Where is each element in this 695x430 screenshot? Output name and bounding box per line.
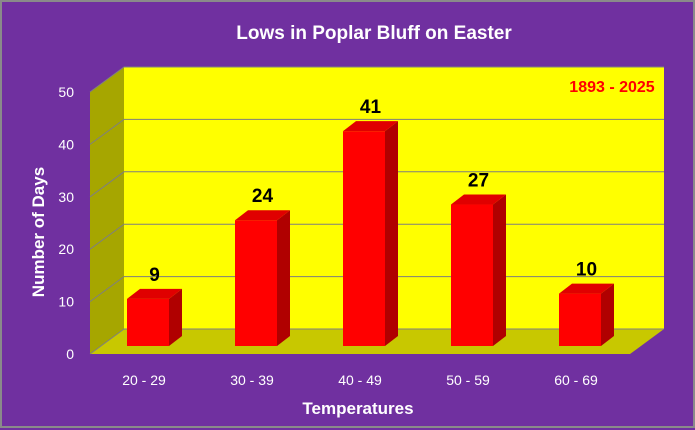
x-tick-label: 50 - 59 xyxy=(446,372,490,388)
bar xyxy=(451,194,506,346)
x-axis-ticks: 20 - 29 30 - 39 40 - 49 50 - 59 60 - 69 xyxy=(122,372,598,388)
bar-top xyxy=(559,283,614,294)
data-labels: 9 24 41 27 10 xyxy=(149,97,597,286)
bar xyxy=(235,210,290,346)
x-axis-label: Temperatures xyxy=(302,399,413,418)
bar-side xyxy=(385,121,398,346)
x-tick-label: 30 - 39 xyxy=(230,372,274,388)
y-tick-label: 0 xyxy=(66,346,74,362)
plot-side-wall xyxy=(90,67,124,354)
bar-side xyxy=(277,210,290,346)
bars xyxy=(127,121,614,346)
y-tick-label: 50 xyxy=(58,84,74,100)
data-label: 9 xyxy=(149,265,160,286)
bar-front xyxy=(343,131,385,346)
bar-front xyxy=(451,204,493,346)
year-range-annotation: 1893 - 2025 xyxy=(569,79,655,96)
data-label: 41 xyxy=(360,97,382,118)
y-tick-label: 30 xyxy=(58,189,74,205)
data-label: 24 xyxy=(252,186,274,207)
bar-front xyxy=(235,220,277,346)
bar-front xyxy=(127,298,169,346)
data-label: 10 xyxy=(576,260,597,281)
y-axis-ticks: 0 10 20 30 40 50 xyxy=(58,84,74,362)
bar xyxy=(343,121,398,346)
bar-top xyxy=(127,288,182,299)
bar xyxy=(559,283,614,346)
gridline xyxy=(89,118,664,145)
data-label: 27 xyxy=(468,171,489,192)
y-axis-label: Number of Days xyxy=(29,167,48,297)
bar xyxy=(127,288,182,346)
gridlines xyxy=(89,66,664,355)
gridline xyxy=(89,171,664,198)
bar-front xyxy=(559,293,601,346)
x-tick-label: 60 - 69 xyxy=(554,372,598,388)
bar-side xyxy=(493,194,506,346)
bar-top xyxy=(343,121,398,132)
bar-top xyxy=(451,194,506,205)
chart-title: Lows in Poplar Bluff on Easter xyxy=(236,23,512,44)
x-tick-label: 40 - 49 xyxy=(338,372,382,388)
y-tick-label: 10 xyxy=(58,294,74,310)
x-tick-label: 20 - 29 xyxy=(122,372,166,388)
y-tick-label: 40 xyxy=(58,136,74,152)
bar-side xyxy=(169,288,182,346)
y-tick-label: 20 xyxy=(58,241,74,257)
bar-side xyxy=(601,283,614,346)
bar-top xyxy=(235,210,290,221)
gridline xyxy=(89,66,664,93)
